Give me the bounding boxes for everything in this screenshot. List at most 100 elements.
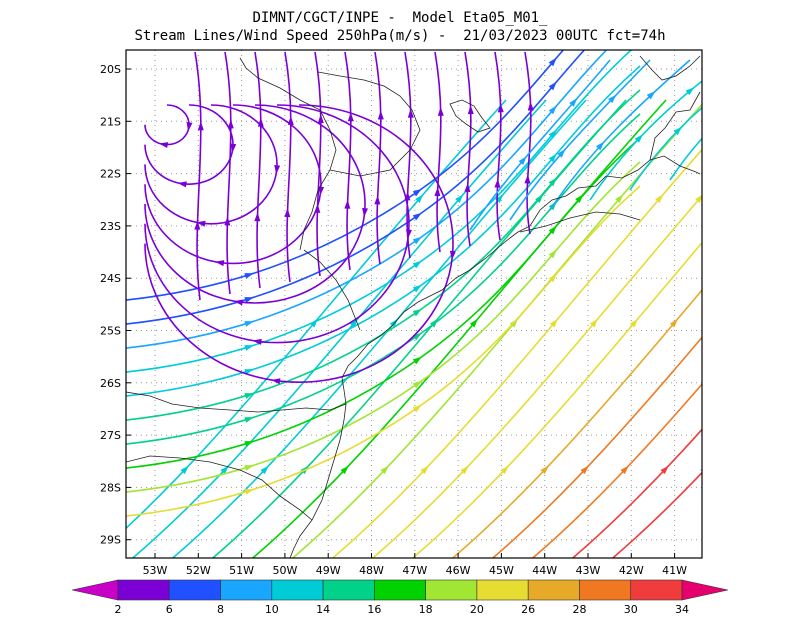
streamline xyxy=(144,104,190,146)
stream-arrow xyxy=(274,165,281,175)
stream-arrow xyxy=(646,91,656,100)
streamline xyxy=(464,51,472,247)
streamline xyxy=(291,103,702,558)
lon-tick-label: 44W xyxy=(532,564,557,577)
stream-arrow xyxy=(344,199,351,209)
stream-arrow xyxy=(404,191,411,201)
stream-arrow xyxy=(377,110,384,120)
lon-tick-label: 45W xyxy=(489,564,514,577)
stream-arrow xyxy=(685,87,695,96)
state-border-3 xyxy=(239,57,337,251)
stream-arrow xyxy=(548,177,557,187)
lon-tick-label: 43W xyxy=(576,564,601,577)
streamline xyxy=(434,51,442,253)
stream-arrow xyxy=(497,103,504,113)
stream-arrow xyxy=(710,319,718,328)
streamline xyxy=(126,185,641,517)
colorbar-segment xyxy=(425,579,478,601)
lon-tick-label: 50W xyxy=(272,564,297,577)
stream-arrow xyxy=(608,94,617,104)
stream-arrow xyxy=(527,101,534,111)
lon-tick-label: 52W xyxy=(186,564,211,577)
colorbar-label: 16 xyxy=(367,603,381,616)
colorbar-segment xyxy=(527,579,580,601)
stream-arrow xyxy=(158,142,169,149)
lat-tick-label: 26S xyxy=(100,377,121,390)
streamline xyxy=(531,382,702,558)
stream-arrow xyxy=(548,225,557,235)
stream-arrow xyxy=(615,194,624,204)
stream-arrow xyxy=(412,284,422,293)
streamline xyxy=(144,104,454,383)
stream-arrow xyxy=(524,174,531,184)
colorbar-segment xyxy=(322,579,375,601)
stream-arrow xyxy=(244,393,254,399)
streamline xyxy=(469,59,611,231)
stream-arrow xyxy=(500,465,509,475)
colorbar-label: 18 xyxy=(419,603,433,616)
colorbar-label: 8 xyxy=(217,603,224,616)
lat-tick-label: 21S xyxy=(100,115,121,128)
longitude-axis: 53W 52W 51W 50W 49W 48W 47W 46W 45W 44W 43W 42W 41W xyxy=(143,553,687,577)
stream-arrow xyxy=(244,465,254,471)
stream-arrow xyxy=(252,338,262,345)
lat-tick-label: 20S xyxy=(100,63,121,76)
colorbar-label: 20 xyxy=(470,603,484,616)
coastline xyxy=(126,55,701,558)
streamline xyxy=(144,104,234,185)
streamline xyxy=(374,51,382,265)
stream-arrow xyxy=(180,465,189,475)
lon-tick-label: 47W xyxy=(402,564,427,577)
lon-tick-label: 46W xyxy=(446,564,471,577)
stream-arrow xyxy=(655,194,664,204)
colorbar-low-arrow xyxy=(71,579,119,601)
streamlines xyxy=(126,50,783,558)
stream-arrow xyxy=(271,378,281,385)
stream-arrow xyxy=(548,129,557,139)
colorbar-label: 14 xyxy=(316,603,330,616)
stream-arrow xyxy=(629,318,638,328)
lon-tick-label: 48W xyxy=(359,564,384,577)
stream-arrow xyxy=(434,186,441,197)
stream-arrow xyxy=(549,318,558,328)
stream-arrow xyxy=(194,220,201,230)
lon-tick-label: 42W xyxy=(619,564,644,577)
lake-1 xyxy=(449,99,491,133)
stream-arrow xyxy=(244,273,254,279)
stream-arrow xyxy=(469,318,478,328)
streamline xyxy=(549,59,691,211)
streamline xyxy=(251,99,667,558)
stream-arrow xyxy=(287,115,294,125)
colorbar-label: 30 xyxy=(624,603,638,616)
stream-arrow xyxy=(314,203,321,213)
stream-arrow xyxy=(349,318,358,328)
stream-arrow xyxy=(362,207,369,218)
stream-arrow xyxy=(244,417,254,423)
state-border-1 xyxy=(126,391,347,413)
stream-arrow xyxy=(580,465,589,475)
stream-arrow xyxy=(412,380,422,389)
streamline xyxy=(126,50,565,301)
streamline xyxy=(344,51,352,271)
stream-arrow xyxy=(437,106,444,116)
streamline xyxy=(144,104,410,344)
streamline xyxy=(144,104,366,304)
stream-arrow xyxy=(660,465,669,475)
streamline xyxy=(571,428,702,558)
streamline xyxy=(524,51,532,235)
stream-arrow xyxy=(420,465,429,475)
stream-arrow xyxy=(455,194,464,204)
streamline xyxy=(284,51,292,283)
stream-arrow xyxy=(220,465,229,475)
streamline xyxy=(224,51,232,295)
stream-arrow xyxy=(775,194,783,203)
streamline xyxy=(491,336,702,558)
streamline xyxy=(611,471,702,558)
colorbar-segment xyxy=(220,579,273,601)
streamline xyxy=(126,113,641,445)
stream-arrow xyxy=(460,465,469,475)
colorbar-label: 2 xyxy=(115,603,122,616)
stream-arrow xyxy=(548,57,557,67)
stream-arrow xyxy=(196,220,206,227)
stream-arrow xyxy=(467,105,474,115)
